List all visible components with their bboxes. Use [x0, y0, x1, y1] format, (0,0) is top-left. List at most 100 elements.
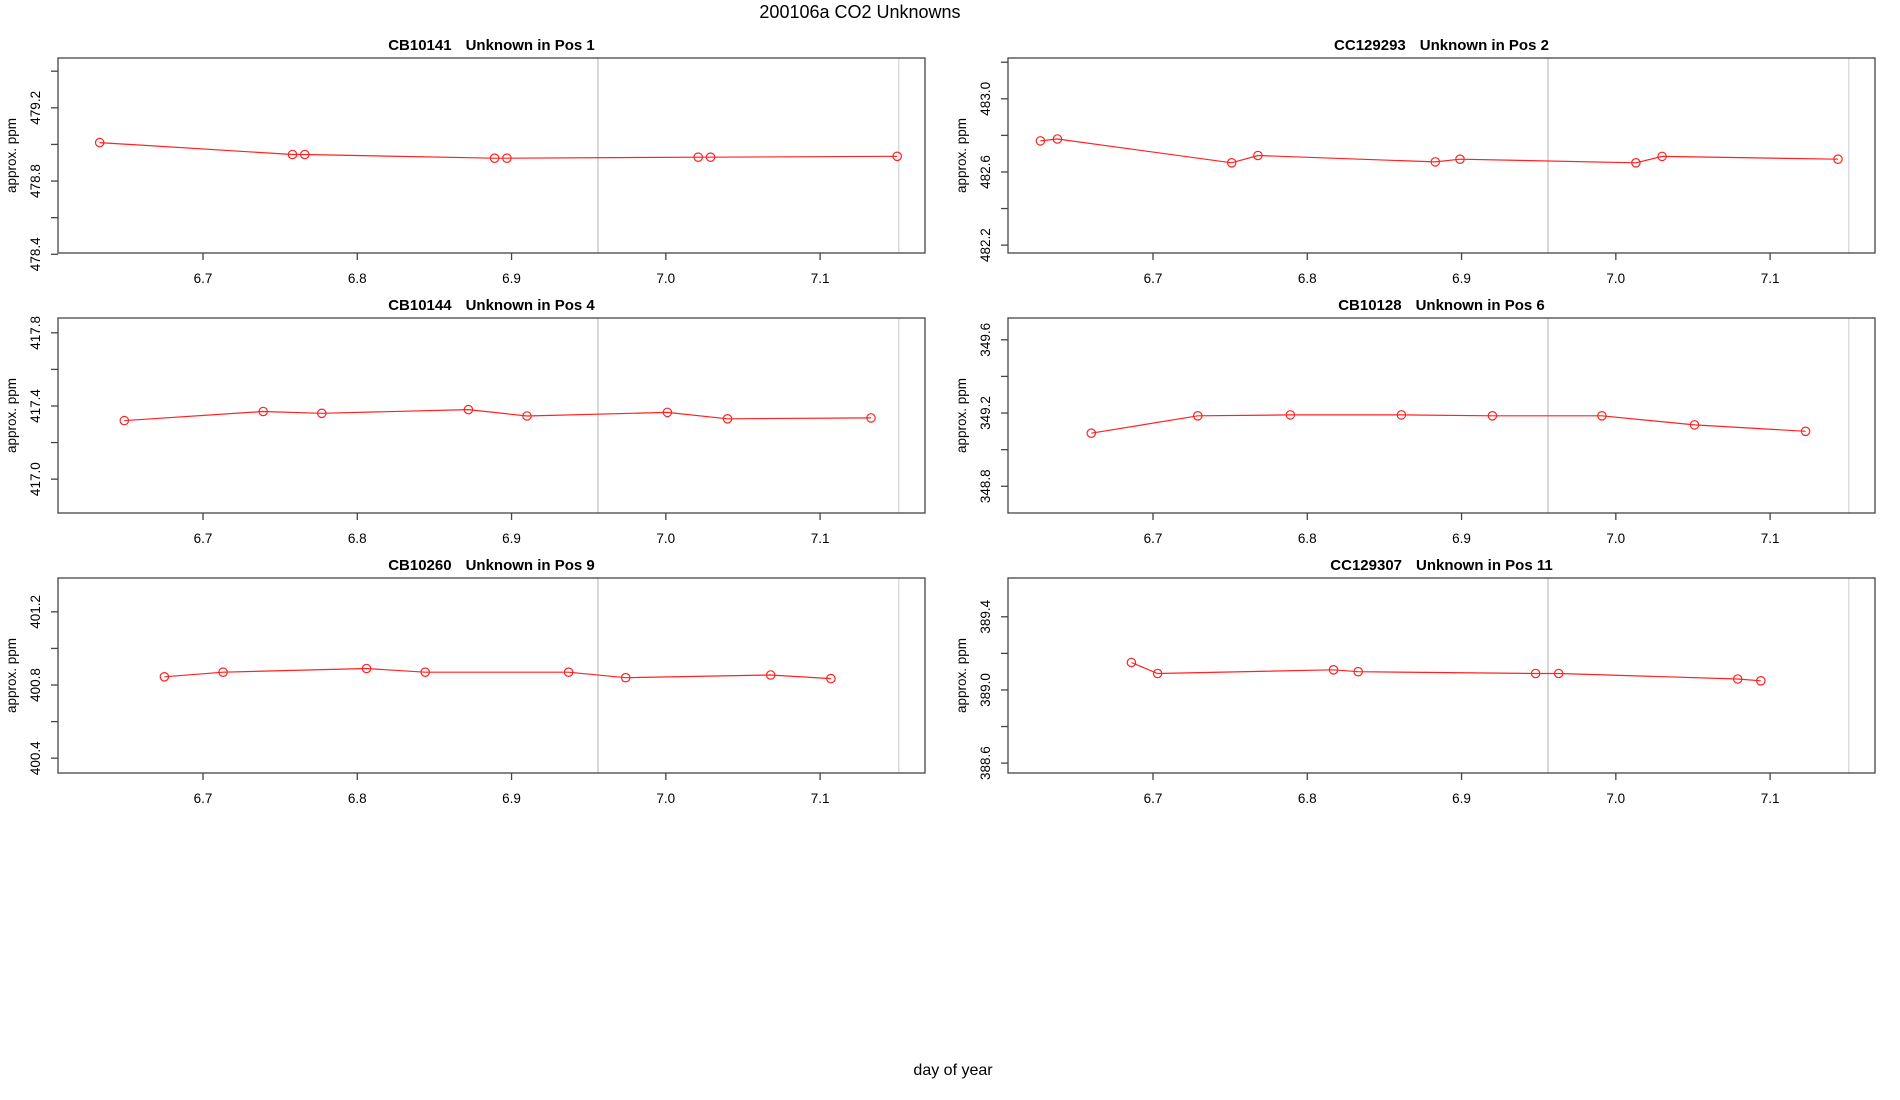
data-point — [1193, 410, 1203, 421]
data-point — [1597, 410, 1607, 421]
x-tick-label: 7.1 — [811, 531, 830, 546]
data-point — [94, 137, 105, 148]
x-tick-label: 7.0 — [656, 791, 675, 806]
y-axis-label: approx. ppm — [954, 638, 969, 713]
data-point — [159, 671, 170, 682]
x-tick-label: 6.7 — [1144, 271, 1163, 286]
plot-box — [57, 57, 926, 254]
x-tick-label: 6.9 — [1452, 791, 1471, 806]
y-axis-label: approx. ppm — [954, 118, 969, 193]
x-tick-label: 7.0 — [656, 531, 675, 546]
x-tick-label: 7.1 — [811, 791, 830, 806]
data-point — [693, 152, 703, 162]
data-point — [705, 152, 716, 162]
data-point — [316, 408, 327, 419]
data-point — [1530, 668, 1541, 679]
data-point — [765, 670, 776, 680]
data-point — [892, 151, 902, 162]
y-tick-label: 478.4 — [28, 237, 43, 271]
x-tick-label: 7.1 — [811, 271, 830, 286]
plot-box — [1007, 317, 1876, 514]
data-point — [361, 663, 372, 674]
x-tick-label: 7.0 — [1606, 791, 1625, 806]
data-point — [1396, 410, 1407, 420]
y-tick-label: 400.8 — [28, 668, 43, 702]
x-tick-label: 6.8 — [1298, 271, 1317, 286]
data-point — [463, 404, 474, 415]
data-point — [1756, 675, 1766, 686]
panel-title: CB10144 Unknown in Pos 4 — [388, 297, 595, 314]
series-line — [1040, 138, 1839, 164]
x-axis-label: day of year — [913, 1062, 993, 1079]
data-point — [1631, 158, 1641, 168]
data-point — [1052, 134, 1063, 144]
y-tick-label: 482.6 — [978, 155, 993, 189]
y-axis-label: approx. ppm — [4, 118, 19, 193]
x-tick-label: 7.1 — [1761, 271, 1780, 286]
x-tick-label: 6.9 — [1452, 531, 1471, 546]
y-tick-label: 417.8 — [28, 316, 43, 350]
x-tick-label: 7.0 — [656, 271, 675, 286]
data-point — [287, 149, 298, 160]
data-point — [1253, 150, 1263, 161]
data-point — [1086, 428, 1097, 438]
series-line — [1131, 661, 1761, 682]
data-point — [299, 149, 310, 160]
panel-title: CC129293 Unknown in Pos 2 — [1334, 37, 1549, 54]
x-tick-label: 6.7 — [1144, 531, 1163, 546]
data-point — [420, 667, 430, 677]
data-point — [1328, 664, 1339, 675]
data-point — [1553, 668, 1564, 679]
panel-title: CB10260 Unknown in Pos 9 — [388, 557, 595, 574]
y-tick-label: 389.0 — [978, 673, 993, 707]
y-tick-label: 400.4 — [28, 741, 43, 775]
data-point — [866, 413, 876, 423]
x-tick-label: 6.7 — [1144, 791, 1163, 806]
x-tick-label: 6.7 — [194, 531, 213, 546]
data-point — [1732, 674, 1743, 684]
x-tick-label: 6.8 — [1298, 791, 1317, 806]
y-tick-label: 349.2 — [978, 396, 993, 430]
data-point — [218, 667, 228, 677]
data-point — [1657, 151, 1667, 162]
x-tick-label: 6.9 — [502, 531, 521, 546]
x-tick-label: 6.8 — [1298, 531, 1317, 546]
x-tick-label: 6.7 — [194, 791, 213, 806]
data-point — [1226, 158, 1237, 168]
data-point — [1152, 668, 1163, 679]
y-tick-label: 483.0 — [978, 82, 993, 116]
data-point — [620, 672, 631, 683]
y-tick-label: 417.0 — [28, 462, 43, 496]
data-point — [1285, 410, 1296, 420]
x-tick-label: 7.1 — [1761, 791, 1780, 806]
series-line — [1091, 414, 1806, 434]
x-tick-label: 6.7 — [194, 271, 213, 286]
data-point — [662, 407, 673, 418]
plot-box — [57, 577, 926, 774]
y-tick-label: 389.4 — [978, 599, 993, 633]
y-axis-label: approx. ppm — [4, 638, 19, 713]
series-line — [99, 142, 898, 159]
y-axis-label: approx. ppm — [4, 378, 19, 453]
x-tick-label: 6.8 — [348, 791, 367, 806]
y-tick-label: 417.4 — [28, 389, 43, 423]
y-tick-label: 349.6 — [978, 323, 993, 357]
data-point — [489, 153, 500, 163]
y-tick-label: 478.8 — [28, 164, 43, 198]
x-tick-label: 6.8 — [348, 271, 367, 286]
data-point — [502, 153, 512, 163]
data-point — [1487, 410, 1498, 421]
data-point — [1800, 426, 1811, 437]
data-point — [1430, 157, 1441, 167]
x-tick-label: 6.9 — [502, 791, 521, 806]
data-point — [258, 406, 268, 417]
panel-title: CC129307 Unknown in Pos 11 — [1330, 557, 1552, 574]
data-point — [522, 411, 532, 421]
data-point — [1126, 657, 1137, 668]
y-tick-label: 348.8 — [978, 469, 993, 503]
x-tick-label: 7.0 — [1606, 531, 1625, 546]
data-point — [826, 673, 836, 684]
data-point — [1455, 154, 1465, 164]
